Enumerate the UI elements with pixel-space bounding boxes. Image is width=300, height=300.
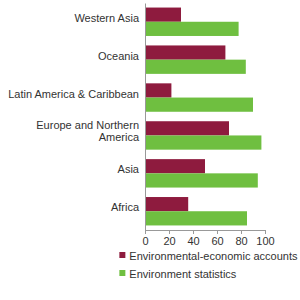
- bar: [145, 83, 171, 97]
- y-tick-label-line: America: [99, 131, 140, 143]
- y-tick-label: Africa: [111, 201, 140, 213]
- bar-series: [145, 22, 261, 226]
- legend-label: Environment statistics: [129, 268, 236, 280]
- plot: 0 20 40 60 80 100 Western Asia Oceania Latin Ame…: [8, 4, 275, 247]
- x-tick-label: 0: [142, 235, 148, 247]
- chart: 0 20 40 60 80 100 Western Asia Oceania Latin Ame…: [0, 0, 300, 300]
- y-tick: Oceania: [98, 50, 140, 62]
- y-tick-label-line: Asia: [118, 163, 140, 175]
- y-tick-label-line: Oceania: [98, 50, 140, 62]
- x-axis-line: [146, 231, 266, 235]
- bar: [145, 173, 258, 187]
- x-tick-mark: [169, 230, 170, 234]
- x-tick: 100: [256, 230, 274, 247]
- x-tick: 40: [187, 230, 199, 247]
- y-tick: Africa: [111, 201, 140, 213]
- bar: [145, 211, 247, 225]
- y-tick-label-line: Western Asia: [74, 12, 139, 24]
- x-tick: 0: [142, 230, 148, 247]
- bar: [145, 121, 229, 135]
- bar: [145, 197, 188, 211]
- bar: [145, 159, 205, 173]
- x-tick-label: 40: [187, 235, 199, 247]
- y-tick: Asia: [118, 163, 140, 175]
- bar: [145, 98, 253, 112]
- x-tick-label: 80: [235, 235, 247, 247]
- x-tick-mark: [265, 230, 266, 234]
- y-tick: Latin America & Caribbean: [8, 88, 139, 100]
- bar: [145, 45, 225, 59]
- y-axis-line: [145, 4, 146, 231]
- y-tick-label: Latin America & Caribbean: [8, 88, 139, 100]
- legend-item: Environmental-economic accounts: [119, 250, 298, 262]
- x-tick: 60: [211, 230, 223, 247]
- bar: [145, 60, 246, 74]
- y-tick: Europe and NorthernAmerica: [36, 119, 140, 143]
- legend: Environmental-economic accounts Environme…: [119, 250, 298, 280]
- legend-item: Environment statistics: [119, 268, 236, 280]
- x-tick-label: 20: [163, 235, 175, 247]
- x-tick: 20: [163, 230, 175, 247]
- y-tick-label: Europe and NorthernAmerica: [36, 119, 140, 143]
- y-tick-label-line: Latin America & Caribbean: [8, 88, 139, 100]
- y-tick-label: Western Asia: [74, 12, 139, 24]
- bars: [145, 8, 261, 226]
- legend-swatch: [119, 252, 125, 258]
- x-tick-label: 100: [256, 235, 274, 247]
- x-tick-mark: [217, 230, 218, 234]
- y-axis: Western Asia Oceania Latin America & Carib…: [8, 4, 145, 231]
- x-tick-mark: [193, 230, 194, 234]
- x-axis: 0 20 40 60 80 100: [142, 230, 274, 247]
- bar: [145, 135, 261, 149]
- y-tick-label-line: Africa: [111, 201, 140, 213]
- legend-label: Environmental-economic accounts: [129, 250, 298, 262]
- x-tick: 80: [235, 230, 247, 247]
- y-tick-label-line: Europe and Northern: [36, 119, 139, 131]
- y-tick: Western Asia: [74, 12, 139, 24]
- x-tick-mark: [145, 230, 146, 234]
- y-tick-label: Asia: [118, 163, 140, 175]
- legend-swatch: [119, 270, 125, 276]
- x-tick-mark: [241, 230, 242, 234]
- bar: [145, 22, 239, 36]
- bar: [145, 8, 181, 22]
- x-tick-label: 60: [211, 235, 223, 247]
- y-tick-label: Oceania: [98, 50, 140, 62]
